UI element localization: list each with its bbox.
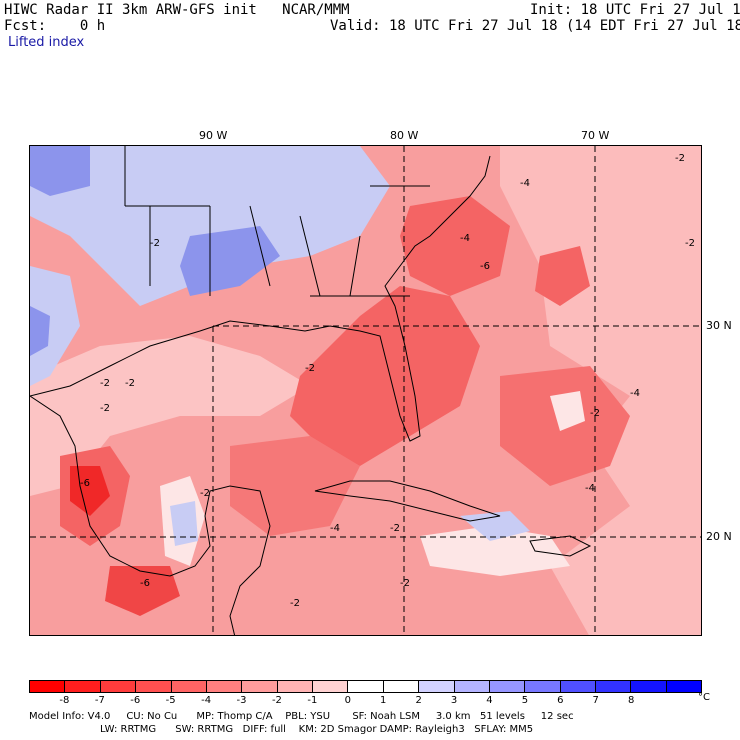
colorbar-segment [560, 681, 596, 692]
contour-label: -2 [125, 378, 135, 389]
lon-label-90w: 90 W [199, 129, 228, 142]
lat-label-20n: 20 N [706, 530, 732, 543]
colorbar-segment [525, 681, 561, 692]
colorbar-segment [596, 681, 632, 692]
field-south-mexico [105, 566, 180, 616]
contour-label: -4 [520, 178, 530, 189]
colorbar-unit: °C [698, 692, 710, 703]
colorbar-segment [242, 681, 278, 692]
colorbar-segment [666, 681, 702, 692]
field-florida-core [290, 286, 480, 466]
colorbar-tick-label: -6 [130, 695, 141, 706]
colorbar-segment [277, 681, 313, 692]
colorbar-tick-label: 5 [521, 695, 529, 706]
contour-label: -2 [290, 598, 300, 609]
colorbar-tick-label: -8 [59, 695, 70, 706]
header-fcst: Fcst: 0 h [4, 18, 106, 34]
contour-label: -6 [140, 578, 150, 589]
contour-label: -4 [460, 233, 470, 244]
colorbar-segment [631, 681, 667, 692]
contour-label: -4 [585, 483, 595, 494]
field-north-positive-core [180, 226, 280, 296]
header-valid: Valid: 18 UTC Fri 27 Jul 18 (14 EDT Fri … [330, 18, 740, 34]
colorbar-tick-label: 8 [627, 695, 635, 706]
colorbar-tick-label: 7 [592, 695, 599, 706]
contour-label: -6 [480, 261, 490, 272]
gulf-coastline [30, 155, 491, 442]
colorbar-segment [136, 681, 172, 692]
coastlines [30, 146, 592, 635]
contour-label: -2 [150, 238, 160, 249]
colorbar-segment [419, 681, 455, 692]
colorbar-tick-label: -4 [201, 695, 212, 706]
field-bay-positive [170, 501, 198, 546]
colorbar-segment [489, 681, 526, 692]
field-texas-positive-core [30, 306, 50, 356]
mexico-coastline [30, 395, 271, 635]
model-info-line1: Model Info: V4.0 CU: No Cu MP: Thomp C/A… [29, 711, 574, 722]
field-east-blob [535, 246, 590, 306]
colorbar-tick-label: -3 [236, 695, 247, 706]
colorbar-tick-label: 1 [380, 695, 387, 706]
field-caribbean-faint [420, 526, 570, 576]
colorbar-segment [313, 681, 349, 692]
field-name: Lifted index [8, 35, 85, 50]
colorbar-tick-label: 2 [415, 695, 422, 706]
field-central-gulf [230, 436, 360, 536]
colorbar [29, 680, 702, 693]
colorbar-tick-label: 6 [557, 695, 564, 706]
contour-label: -2 [685, 238, 695, 249]
colorbar-segment [30, 681, 66, 692]
contour-label: -6 [80, 478, 90, 489]
contour-label: -2 [590, 408, 600, 419]
contour-label: -2 [305, 363, 315, 374]
map-svg: -2 -2 -2 -2 -2 -2 -2 -2 -2 -2 -2 -2 -4 -… [30, 146, 701, 635]
field-gulf-light [30, 336, 310, 496]
contour-label: -2 [100, 403, 110, 414]
cuba-outline [314, 480, 501, 522]
colorbar-tick-label: 3 [450, 695, 458, 706]
colorbar-tick-label: 0 [344, 695, 351, 706]
lat-label-30n: 30 N [706, 319, 732, 332]
contour-label: -2 [400, 578, 410, 589]
colorbar-tick-label: -2 [271, 695, 282, 706]
field-yucatan-deep [70, 466, 110, 516]
colorbar-segment [65, 681, 101, 692]
field-texas-positive [30, 266, 80, 386]
us-state-lines [124, 146, 430, 297]
contour-label: -2 [675, 153, 685, 164]
field-cuba-positive [460, 511, 530, 541]
contour-label: -2 [390, 523, 400, 534]
lifted-index-map: -2 -2 -2 -2 -2 -2 -2 -2 -2 -2 -2 -2 -4 -… [29, 145, 702, 636]
colorbar-segment [454, 681, 490, 692]
field-northwest-positive [30, 146, 90, 196]
colorbar-segment [100, 681, 137, 692]
contour-label: -4 [630, 388, 640, 399]
model-info-line2: LW: RRTMG SW: RRTMG DIFF: full KM: 2D Sm… [100, 724, 534, 735]
colorbar-tick-label: -1 [307, 695, 318, 706]
colorbar-segment [171, 681, 207, 692]
field-east-faint [550, 391, 585, 431]
header-init: Init: 18 UTC Fri 27 Jul 18 [530, 2, 740, 18]
header-title: HIWC Radar II 3km ARW-GFS init NCAR/MMM [4, 2, 350, 18]
colorbar-tick-label: 4 [486, 695, 493, 706]
graticule [30, 146, 701, 635]
colorbar-segment [383, 681, 420, 692]
lon-label-70w: 70 W [581, 129, 610, 142]
contour-label: -4 [330, 523, 340, 534]
colorbar-tick-label: -7 [94, 695, 105, 706]
lon-label-80w: 80 W [390, 129, 419, 142]
contour-label: -2 [200, 488, 210, 499]
contour-labels: -2 -2 -2 -2 -2 -2 -2 -2 -2 -2 -2 -2 -4 -… [80, 153, 695, 609]
colorbar-segment [348, 681, 384, 692]
colorbar-segment [206, 681, 243, 692]
contour-label: -2 [100, 378, 110, 389]
field-atlantic-core [400, 196, 510, 296]
colorbar-tick-label: -5 [165, 695, 176, 706]
